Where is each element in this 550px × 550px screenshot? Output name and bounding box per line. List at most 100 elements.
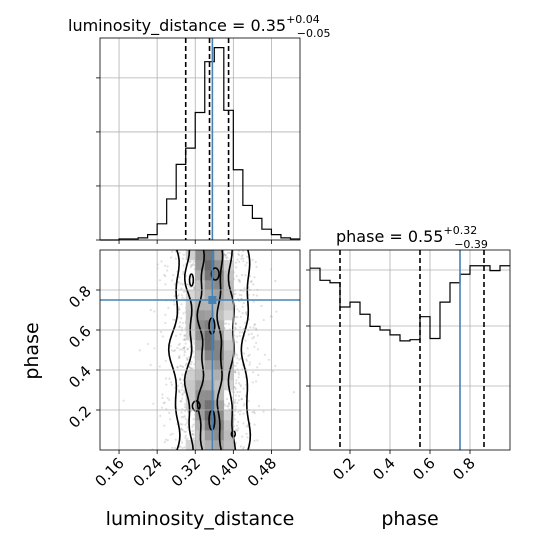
scatter-point xyxy=(255,341,258,345)
scatter-point xyxy=(178,308,181,311)
ld-xtick-label: 0.32 xyxy=(168,454,204,490)
contour-line xyxy=(196,250,206,450)
scatter-point xyxy=(177,281,180,284)
scatter-point xyxy=(172,273,175,277)
scatter-point xyxy=(262,410,265,413)
scatter-point xyxy=(178,326,181,329)
y-axis-label-phase: phase xyxy=(21,322,43,379)
scatter-point xyxy=(164,275,167,278)
density-bin xyxy=(223,360,234,371)
scatter-point xyxy=(238,310,241,313)
scatter-point xyxy=(275,310,278,313)
scatter-point xyxy=(179,377,182,380)
scatter-point xyxy=(170,383,173,386)
density-bin xyxy=(195,280,206,291)
phase-ytick-label: 0.6 xyxy=(65,322,95,352)
scatter-point xyxy=(188,365,191,369)
phase-ytick-label: 0.2 xyxy=(65,402,95,432)
density-bin xyxy=(195,250,206,261)
density-bin xyxy=(223,290,234,301)
scatter-point xyxy=(237,278,240,281)
scatter-point xyxy=(247,333,250,336)
density-bin xyxy=(223,420,234,431)
scatter-point xyxy=(184,436,187,439)
scatter-point xyxy=(251,258,254,262)
density-bin xyxy=(214,440,225,450)
scatter-point xyxy=(183,430,186,433)
scatter-point xyxy=(181,392,184,395)
scatter-point xyxy=(243,287,246,290)
density-bin xyxy=(204,340,215,351)
scatter-point xyxy=(252,300,255,303)
scatter-point xyxy=(177,356,180,359)
scatter-point xyxy=(228,402,231,405)
scatter-point xyxy=(182,270,185,274)
scatter-point xyxy=(178,325,182,328)
scatter-point xyxy=(236,316,239,319)
scatter-point xyxy=(177,343,180,347)
scatter-point xyxy=(190,264,193,267)
ld-frame xyxy=(99,37,301,241)
scatter-point xyxy=(186,358,189,361)
phase-frame xyxy=(309,249,511,451)
scatter-point xyxy=(256,348,259,351)
scatter-point xyxy=(174,257,178,260)
scatter-point xyxy=(172,300,175,303)
scatter-point xyxy=(178,378,182,381)
scatter-point xyxy=(247,354,250,358)
scatter-point xyxy=(242,250,245,253)
density-bin xyxy=(195,350,206,361)
scatter-point xyxy=(179,423,182,426)
scatter-point xyxy=(236,357,239,360)
scatter-point xyxy=(178,391,181,394)
scatter-point xyxy=(183,354,186,357)
density-bin xyxy=(214,310,225,321)
scatter-point xyxy=(169,418,172,421)
scatter-point xyxy=(183,334,186,337)
scatter-point xyxy=(238,279,241,282)
scatter-point xyxy=(191,264,194,267)
scatter-point xyxy=(182,416,185,419)
scatter-point xyxy=(192,286,196,289)
scatter-point xyxy=(190,410,193,413)
scatter-point xyxy=(183,334,186,337)
density-bin xyxy=(204,350,215,361)
scatter-point xyxy=(180,428,183,431)
scatter-point xyxy=(184,364,187,367)
scatter-point xyxy=(262,318,265,322)
scatter-point xyxy=(178,390,181,393)
scatter-point xyxy=(236,391,239,394)
scatter-point xyxy=(240,274,244,277)
scatter-point xyxy=(166,439,169,442)
scatter-point xyxy=(186,426,189,429)
scatter-point xyxy=(253,439,256,442)
scatter-point xyxy=(176,294,179,298)
density-bin xyxy=(204,360,215,371)
scatter-point xyxy=(186,437,189,440)
density-bin xyxy=(214,260,225,271)
scatter-point xyxy=(184,423,187,426)
scatter-point xyxy=(185,362,188,365)
scatter-point xyxy=(184,342,187,345)
density-bin xyxy=(204,370,215,381)
scatter-point xyxy=(242,327,245,330)
scatter-point xyxy=(181,393,184,396)
scatter-point xyxy=(165,383,168,386)
scatter-point xyxy=(238,254,241,257)
scatter-point xyxy=(183,337,187,340)
scatter-point xyxy=(236,258,239,261)
hist2d-frame xyxy=(99,249,301,451)
scatter-point xyxy=(181,373,184,376)
scatter-point xyxy=(183,389,186,392)
scatter-point xyxy=(181,257,185,260)
scatter-point xyxy=(164,377,168,380)
scatter-point xyxy=(161,335,164,338)
scatter-point xyxy=(242,289,245,293)
scatter-point xyxy=(182,338,185,341)
scatter-point xyxy=(248,363,251,366)
phase-ytick-labels: 0.2 0.4 0.6 0.8 xyxy=(65,282,95,432)
scatter-point xyxy=(238,413,241,416)
scatter-point xyxy=(244,383,248,387)
phase-xtick-label: 0.8 xyxy=(449,454,479,484)
density-bin xyxy=(195,270,206,281)
